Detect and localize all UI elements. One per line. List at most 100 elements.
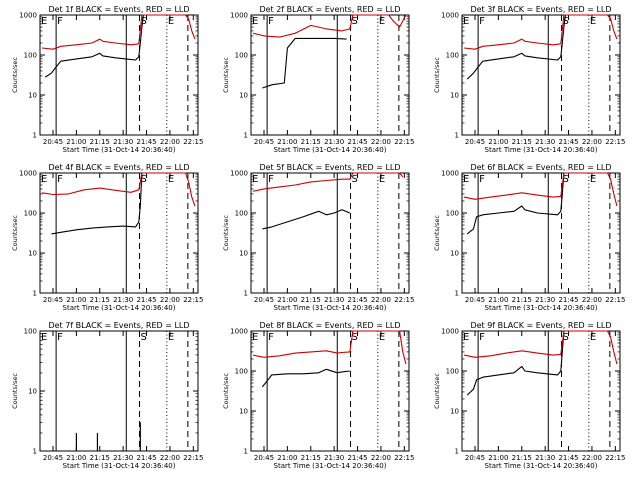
event-marker-label: E bbox=[590, 16, 596, 27]
detector-panel: Det 7f BLACK = Events, RED = LLD 1 10 100 20… bbox=[11, 321, 203, 470]
event-marker-label: S bbox=[352, 332, 358, 343]
plot-frame bbox=[250, 172, 410, 294]
y-axis-label: Counts/sec bbox=[433, 373, 441, 409]
x-tick-label: 20:45 bbox=[43, 454, 63, 462]
x-tick-label: 21:00 bbox=[66, 138, 86, 146]
x-tick-label: 20:45 bbox=[254, 454, 274, 462]
y-tick-label: 1 bbox=[455, 448, 459, 456]
y-tick-label: 1000 bbox=[441, 170, 459, 178]
x-axis-label: Start Time (31-Oct-14 20:36:40) bbox=[63, 462, 176, 470]
x-tick-label: 20:45 bbox=[254, 296, 274, 304]
event-marker-label: F bbox=[479, 332, 485, 343]
x-tick-label: 21:30 bbox=[324, 454, 344, 462]
y-axis-label: Counts/sec bbox=[222, 373, 230, 409]
x-tick-label: 21:00 bbox=[277, 454, 297, 462]
x-axis-label: Start Time (31-Oct-14 20:36:40) bbox=[274, 304, 387, 312]
lld-series-line bbox=[42, 172, 196, 207]
x-axis-label: Start Time (31-Oct-14 20:36:40) bbox=[485, 462, 598, 470]
x-tick-label: 21:45 bbox=[347, 138, 367, 146]
x-tick-label: 21:45 bbox=[136, 296, 156, 304]
x-axis-label: Start Time (31-Oct-14 20:36:40) bbox=[274, 462, 387, 470]
y-tick-label: 10 bbox=[450, 408, 459, 416]
event-marker-label: S bbox=[563, 16, 569, 27]
event-marker-label: S bbox=[563, 332, 569, 343]
x-tick-label: 21:15 bbox=[301, 296, 321, 304]
y-tick-label: 10 bbox=[28, 250, 37, 258]
x-tick-label: 22:00 bbox=[582, 454, 602, 462]
x-tick-label: 22:00 bbox=[160, 454, 180, 462]
x-tick-label: 21:15 bbox=[301, 454, 321, 462]
event-marker-label: E bbox=[252, 16, 258, 27]
x-tick-label: 21:30 bbox=[324, 296, 344, 304]
y-axis-label: Counts/sec bbox=[222, 215, 230, 251]
plot-frame bbox=[39, 330, 199, 452]
panel-title: Det 7f BLACK = Events, RED = LLD bbox=[48, 321, 189, 330]
x-tick-label: 21:00 bbox=[488, 296, 508, 304]
lld-series-line bbox=[252, 330, 407, 365]
plot-frame bbox=[461, 14, 621, 136]
panel-title: Det 2f BLACK = Events, RED = LLD bbox=[259, 5, 400, 14]
y-tick-label: 1 bbox=[244, 448, 248, 456]
event-marker-label: E bbox=[379, 332, 385, 343]
event-marker-label: E bbox=[252, 332, 258, 343]
y-tick-label: 1 bbox=[33, 132, 37, 140]
event-marker-label: S bbox=[141, 16, 147, 27]
y-tick-label: 1 bbox=[244, 132, 248, 140]
lld-series-line bbox=[252, 14, 407, 38]
x-tick-label: 21:45 bbox=[558, 296, 578, 304]
y-tick-label: 10 bbox=[28, 92, 37, 100]
x-axis-label: Start Time (31-Oct-14 20:36:40) bbox=[63, 146, 176, 154]
x-tick-label: 21:30 bbox=[113, 296, 133, 304]
y-axis-label: Counts/sec bbox=[433, 57, 441, 93]
x-tick-label: 21:45 bbox=[558, 138, 578, 146]
detector-panel: Det 4f BLACK = Events, RED = LLD 1 10 100 10… bbox=[11, 163, 203, 312]
lld-series-line bbox=[463, 172, 618, 207]
lld-series-line bbox=[252, 172, 404, 192]
x-tick-label: 21:45 bbox=[347, 296, 367, 304]
y-tick-label: 10 bbox=[239, 92, 248, 100]
x-tick-label: 22:15 bbox=[605, 454, 625, 462]
event-marker-label: F bbox=[479, 16, 485, 27]
y-axis-label: Counts/sec bbox=[222, 57, 230, 93]
plot-frame bbox=[461, 330, 621, 452]
x-tick-label: 20:45 bbox=[465, 296, 485, 304]
detector-panel: Det 9f BLACK = Events, RED = LLD 1 10 100 10… bbox=[433, 321, 625, 470]
x-axis-label: Start Time (31-Oct-14 20:36:40) bbox=[63, 304, 176, 312]
event-marker-label: S bbox=[141, 174, 147, 185]
events-series-line bbox=[466, 172, 565, 235]
event-marker-label: E bbox=[379, 174, 385, 185]
x-tick-label: 21:00 bbox=[66, 296, 86, 304]
panel-title: Det 4f BLACK = Events, RED = LLD bbox=[48, 163, 189, 172]
x-tick-label: 20:45 bbox=[465, 454, 485, 462]
detector-panel: Det 5f BLACK = Events, RED = LLD 1 10 100 10… bbox=[222, 163, 414, 312]
x-tick-label: 21:15 bbox=[90, 454, 110, 462]
x-tick-label: 22:00 bbox=[582, 138, 602, 146]
x-tick-label: 20:45 bbox=[43, 138, 63, 146]
y-tick-label: 100 bbox=[24, 328, 37, 336]
y-tick-label: 1000 bbox=[441, 328, 459, 336]
x-tick-label: 21:30 bbox=[535, 296, 555, 304]
x-tick-label: 22:00 bbox=[371, 454, 391, 462]
y-tick-label: 1000 bbox=[19, 170, 37, 178]
x-tick-label: 22:15 bbox=[394, 454, 414, 462]
x-tick-label: 22:00 bbox=[160, 296, 180, 304]
x-tick-label: 21:30 bbox=[535, 454, 555, 462]
x-axis-label: Start Time (31-Oct-14 20:36:40) bbox=[485, 304, 598, 312]
y-tick-label: 1000 bbox=[230, 328, 248, 336]
event-marker-label: E bbox=[168, 174, 174, 185]
detector-panel: Det 2f BLACK = Events, RED = LLD 1 10 100 10… bbox=[222, 5, 414, 154]
panel-title: Det 5f BLACK = Events, RED = LLD bbox=[259, 163, 400, 172]
x-tick-label: 22:15 bbox=[605, 296, 625, 304]
x-axis-label: Start Time (31-Oct-14 20:36:40) bbox=[274, 146, 387, 154]
y-tick-label: 100 bbox=[235, 52, 248, 60]
x-axis-label: Start Time (31-Oct-14 20:36:40) bbox=[485, 146, 598, 154]
x-tick-label: 21:00 bbox=[488, 454, 508, 462]
x-tick-label: 21:00 bbox=[277, 138, 297, 146]
x-tick-label: 21:30 bbox=[535, 138, 555, 146]
y-tick-label: 1 bbox=[455, 290, 459, 298]
event-marker-label: S bbox=[352, 174, 358, 185]
event-marker-label: F bbox=[268, 332, 274, 343]
x-tick-label: 22:15 bbox=[605, 138, 625, 146]
x-tick-label: 22:00 bbox=[582, 296, 602, 304]
